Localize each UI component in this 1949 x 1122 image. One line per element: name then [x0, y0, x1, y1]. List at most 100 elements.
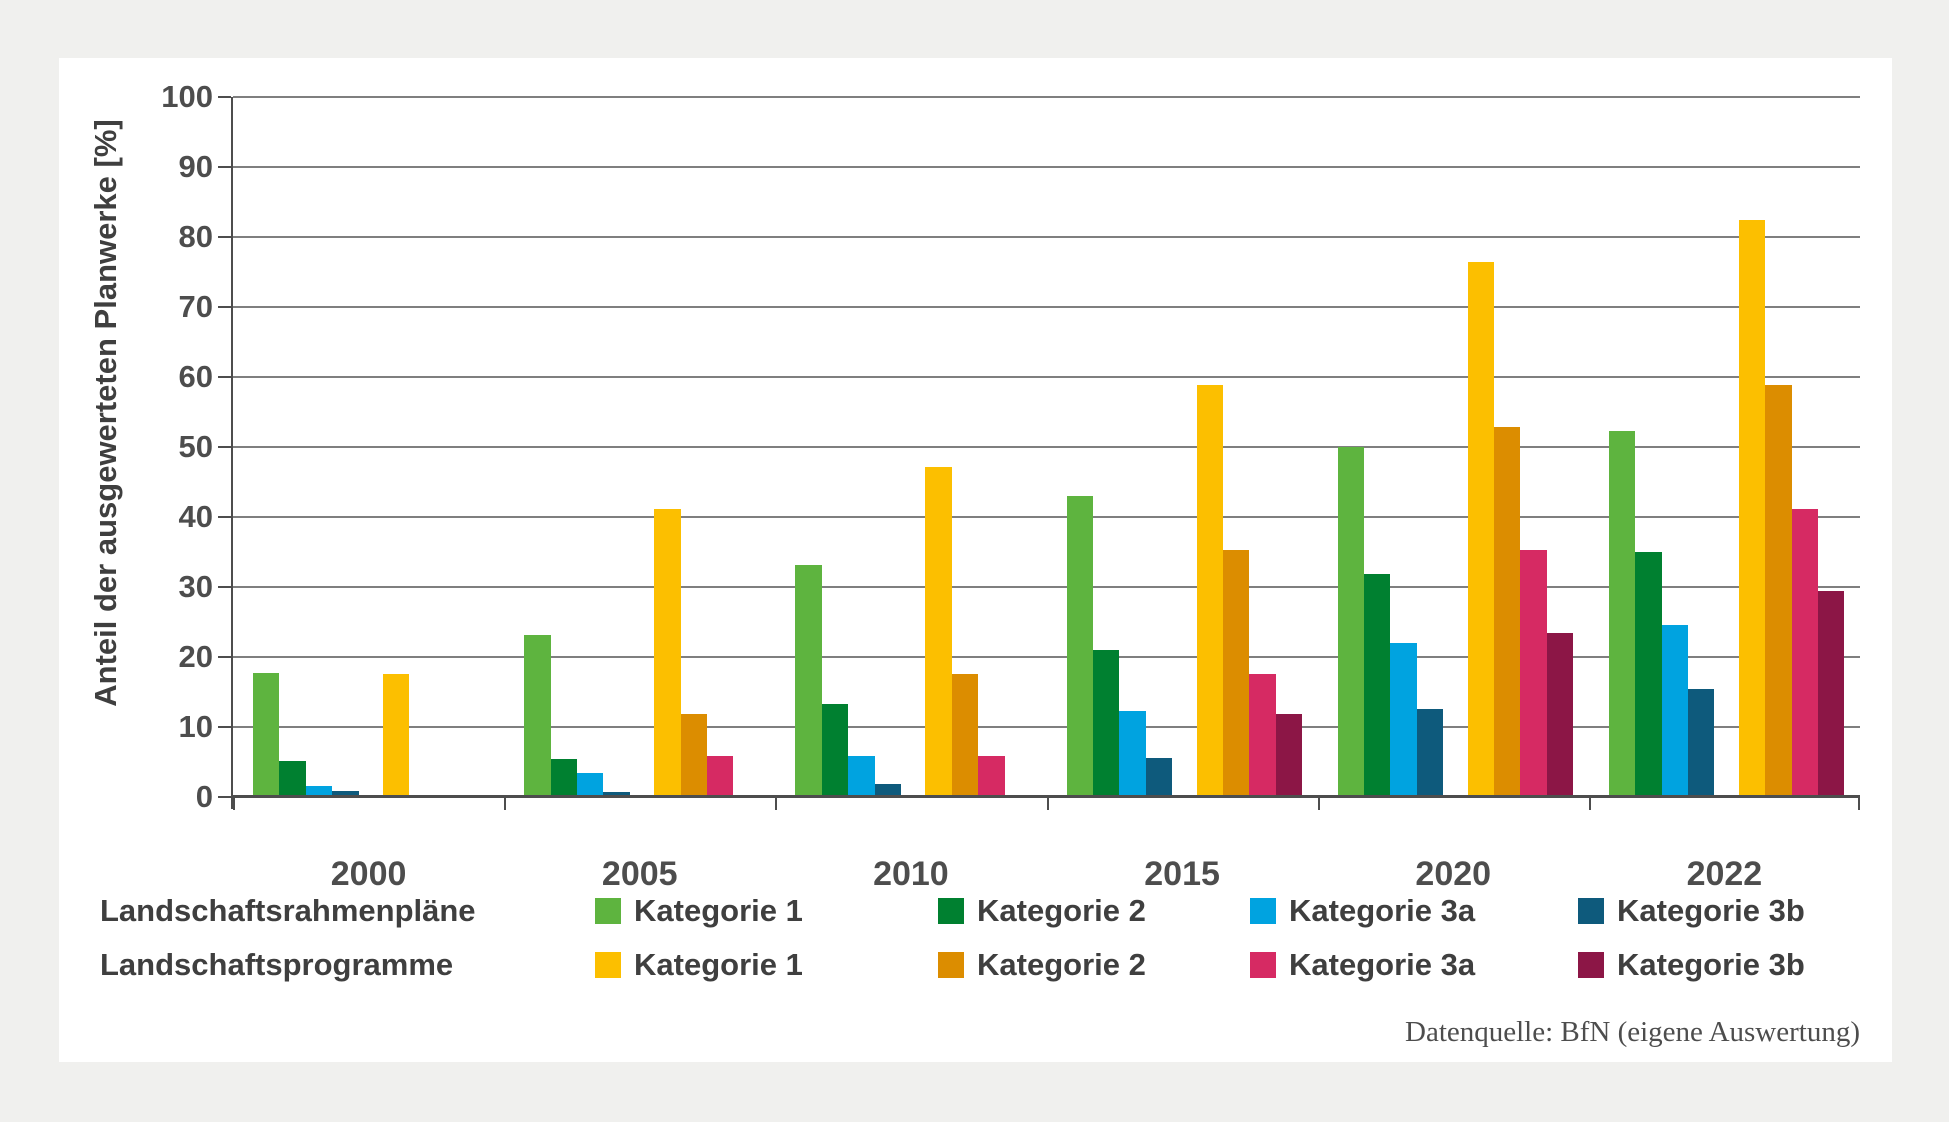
legend-item-label: Kategorie 2	[977, 947, 1146, 982]
chart-bar	[874, 784, 901, 797]
gridline	[233, 166, 1860, 168]
legend-row-label: Landschaftsprogramme	[100, 947, 454, 982]
x-axis-tick	[1317, 797, 1320, 810]
chart-bar	[1364, 573, 1391, 797]
x-category-label: 2020	[1415, 855, 1492, 893]
x-axis-tick	[1858, 797, 1860, 810]
y-axis-tick	[218, 516, 231, 518]
chart-bar	[1635, 552, 1662, 797]
x-axis-tick	[504, 797, 507, 810]
y-axis-tick	[218, 446, 231, 448]
y-axis-tick	[218, 96, 231, 98]
legend-item-label: Kategorie 3a	[1289, 893, 1476, 928]
chart-bar	[1546, 632, 1574, 797]
chart-bar	[1145, 757, 1173, 797]
legend-item: Kategorie 3b	[1578, 893, 1805, 928]
chart-bar	[332, 790, 359, 797]
chart-bar	[279, 760, 306, 797]
x-category-label: 2015	[1144, 855, 1220, 893]
gridline	[233, 236, 1860, 238]
chart-bar	[706, 755, 734, 797]
chart-bar	[1119, 710, 1146, 797]
chart-bar	[1661, 624, 1689, 797]
chart-bar	[1765, 385, 1792, 797]
y-tick-label: 60	[178, 359, 213, 394]
legend-item: Kategorie 3b	[1578, 947, 1805, 982]
x-category-label: 2022	[1686, 855, 1763, 893]
y-tick-label: 20	[178, 639, 213, 674]
legend-swatch-icon	[595, 898, 621, 924]
chart-bar	[1092, 650, 1120, 797]
chart-bar	[654, 508, 681, 797]
x-axis-tick	[1588, 797, 1591, 810]
chart-bar	[978, 755, 1005, 797]
gridline	[233, 306, 1860, 308]
y-tick-label: 80	[178, 219, 213, 254]
legend-swatch-icon	[938, 898, 964, 924]
legend-row-label: Landschaftsrahmenpläne	[100, 893, 476, 928]
y-axis-tick	[218, 656, 231, 658]
legend-swatch-icon	[1250, 898, 1276, 924]
x-axis-tick	[1046, 797, 1049, 810]
chart-bar	[1222, 549, 1250, 797]
legend-item: Kategorie 3a	[1250, 947, 1475, 982]
chart-bar	[680, 714, 707, 797]
chart-bar	[550, 759, 577, 797]
chart-bar	[305, 785, 333, 797]
legend-swatch-icon	[938, 952, 964, 978]
chart-bar	[1275, 714, 1303, 797]
y-axis-tick	[218, 726, 231, 728]
y-tick-label: 100	[161, 79, 213, 114]
y-tick-label: 70	[178, 289, 213, 324]
chart-bar	[1249, 673, 1276, 797]
legend-item: Kategorie 2	[938, 893, 1146, 928]
gridline	[233, 446, 1860, 448]
legend-item: Kategorie 1	[595, 947, 803, 982]
gridline	[233, 726, 1860, 728]
x-category-label: 2005	[601, 855, 678, 893]
legend-swatch-icon	[1578, 952, 1604, 978]
x-category-label: 2000	[330, 855, 407, 893]
y-axis-tick	[218, 166, 231, 168]
y-axis-tick	[218, 236, 231, 238]
x-category-label: 2010	[873, 855, 949, 893]
y-tick-label: 0	[195, 779, 213, 814]
chart-bar	[1818, 591, 1845, 797]
chart-bar	[253, 673, 280, 797]
gridline	[233, 376, 1860, 378]
legend-swatch-icon	[595, 952, 621, 978]
legend-swatch-icon	[1578, 898, 1604, 924]
y-axis-title: Anteil der ausgewerteten Planwerke [%]	[88, 119, 123, 707]
chart-bar	[848, 756, 875, 797]
x-axis-line	[233, 795, 1860, 798]
source-text: Datenquelle: BfN (eigene Auswertung)	[1405, 1016, 1860, 1048]
chart-bar	[1791, 508, 1819, 797]
chart-bar	[1390, 643, 1417, 797]
chart-bar	[524, 634, 551, 797]
y-axis-tick	[218, 376, 231, 378]
y-tick-label: 50	[178, 429, 213, 464]
legend-item-label: Kategorie 3b	[1617, 947, 1805, 982]
gridline	[233, 586, 1860, 588]
legend-item: Kategorie 3a	[1250, 893, 1475, 928]
legend-item-label: Kategorie 1	[634, 893, 803, 928]
y-tick-label: 90	[178, 149, 213, 184]
chart-bar	[1066, 496, 1093, 797]
legend-swatch-icon	[1250, 952, 1276, 978]
chart-bar	[1738, 220, 1766, 797]
chart-bar	[951, 673, 979, 797]
chart-bar	[1467, 261, 1495, 797]
legend-item: Kategorie 1	[595, 893, 803, 928]
x-axis-tick	[775, 797, 778, 810]
chart-bar	[1688, 689, 1715, 797]
y-axis-tick	[218, 586, 231, 588]
legend-item: Kategorie 2	[938, 947, 1146, 982]
y-axis-tick	[218, 796, 231, 798]
chart-bar	[1337, 447, 1365, 797]
legend-item-label: Kategorie 3a	[1289, 947, 1476, 982]
chart-bar	[1608, 430, 1636, 797]
legend-item-label: Kategorie 2	[977, 893, 1146, 928]
chart-bar	[576, 773, 604, 797]
chart-bar	[1494, 426, 1521, 797]
legend-item-label: Kategorie 3b	[1617, 893, 1805, 928]
